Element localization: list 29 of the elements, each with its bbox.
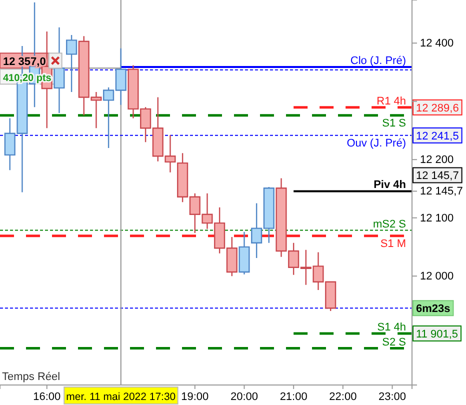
text: 6m23s xyxy=(416,303,450,316)
x-tick-label: 22:00 xyxy=(329,390,357,403)
ref-line-label: S2 S xyxy=(382,336,406,348)
legend-label: R1 4h xyxy=(376,95,406,108)
candlestick xyxy=(238,231,250,275)
y-tick-label: 12 000 xyxy=(420,270,454,283)
annotation: Temps Réel xyxy=(2,371,60,383)
data-label: 12 241,5 xyxy=(416,130,459,142)
y-tick-label: 12 400 xyxy=(420,38,454,50)
y-tick-label: 12 200 xyxy=(420,154,454,166)
x-tick-label: 20:00 xyxy=(230,390,258,403)
y-tick-label: 12 145,7 xyxy=(420,186,463,198)
y-tick-label: 12 100 xyxy=(420,212,454,224)
legend-label: S1 4h xyxy=(377,321,406,334)
data-label: 11 901,5 xyxy=(416,328,458,340)
ref-line-label: mer. 11 mai 2022 17:30 xyxy=(66,391,176,403)
series-label: Ouv (J. Pré) xyxy=(346,137,406,150)
candlestick xyxy=(54,26,65,114)
x-tick-label: 19:00 xyxy=(181,390,209,403)
ref-line-label: S1 M xyxy=(380,238,406,250)
series-label: Piv 4h xyxy=(374,179,406,192)
candlestick xyxy=(66,34,78,93)
x-tick-label: 23:00 xyxy=(378,390,406,403)
ref-line-label: Clo (J. Pré) xyxy=(350,54,406,67)
x-tick-label: 16:00 xyxy=(33,390,61,403)
x-tick-label: 21:00 xyxy=(280,390,308,403)
ref-line-label: mS2 S xyxy=(372,218,406,230)
ref-line-label: S1 S xyxy=(382,117,406,130)
data-label: 12 289,6 xyxy=(416,102,459,114)
